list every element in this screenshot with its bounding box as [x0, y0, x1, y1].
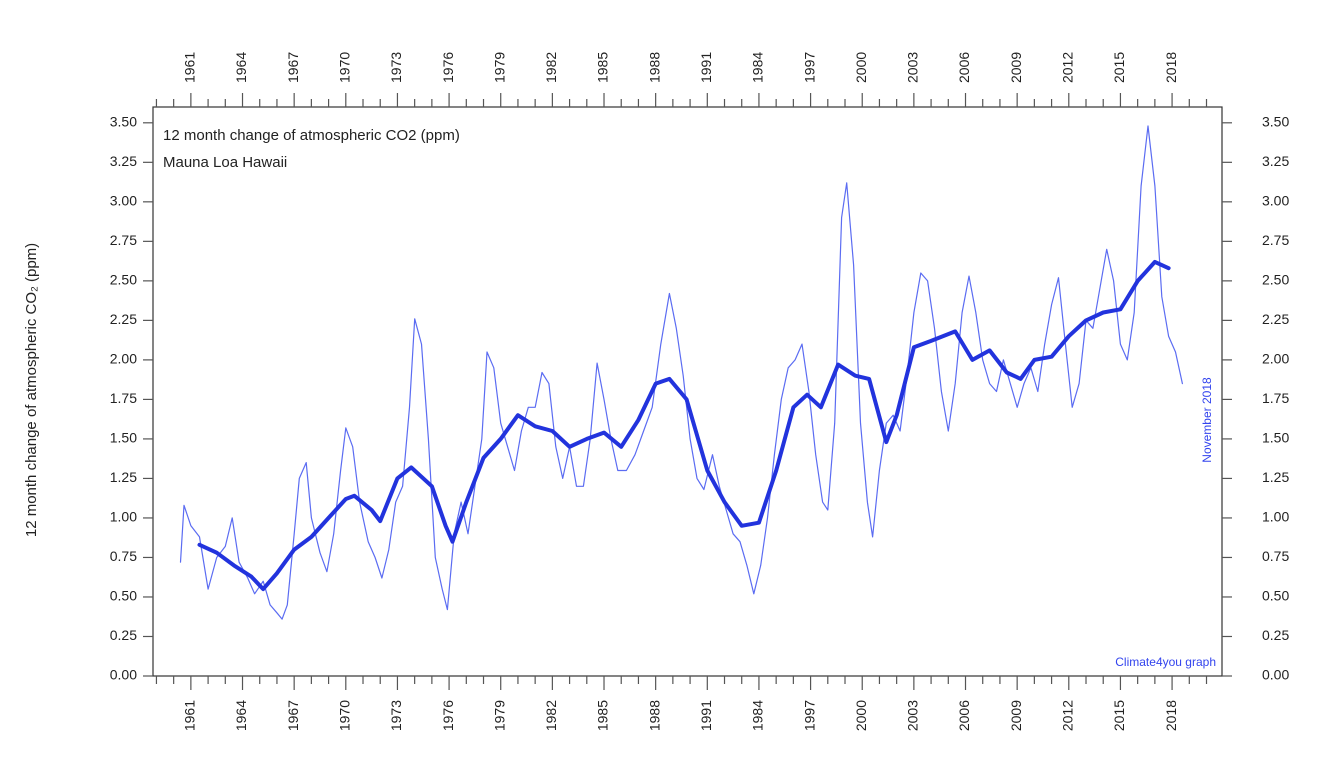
source-annotation: Climate4you graph — [1115, 655, 1216, 669]
y2-tick-label: 2.25 — [1262, 311, 1289, 327]
y-tick-label: 1.25 — [110, 469, 137, 485]
x2-tick-label: 1988 — [646, 52, 662, 83]
x2-tick-label: 2015 — [1111, 52, 1127, 83]
y2-tick-label: 0.25 — [1262, 627, 1289, 643]
x-tick-label: 1976 — [440, 700, 456, 731]
x2-tick-label: 1970 — [337, 52, 353, 83]
x2-tick-label: 1979 — [491, 52, 507, 83]
x2-tick-label: 1982 — [543, 52, 559, 83]
y-tick-label: 1.50 — [110, 430, 137, 446]
x-tick-label: 2003 — [905, 700, 921, 731]
chart-subtitle: Mauna Loa Hawaii — [163, 154, 287, 171]
x2-tick-label: 1984 — [750, 52, 766, 83]
x-tick-label: 1988 — [646, 700, 662, 731]
x2-tick-label: 1976 — [440, 52, 456, 83]
x-tick-label: 2000 — [853, 700, 869, 731]
x-tick-label: 1991 — [698, 700, 714, 731]
date-annotation: November 2018 — [1200, 377, 1214, 463]
plot-frame — [152, 106, 1223, 677]
y-tick-label: 0.25 — [110, 627, 137, 643]
x2-tick-label: 1991 — [698, 52, 714, 83]
x2-tick-label: 1967 — [285, 52, 301, 83]
y-tick-label: 3.25 — [110, 153, 137, 169]
x2-tick-label: 2018 — [1163, 52, 1179, 83]
x2-tick-label: 2009 — [1008, 52, 1024, 83]
x-tick-label: 1982 — [543, 700, 559, 731]
y-axis-title: 12 month change of atmospheric CO₂ (ppm) — [23, 243, 40, 537]
y2-tick-label: 2.50 — [1262, 272, 1289, 288]
y2-tick-label: 1.50 — [1262, 430, 1289, 446]
x-tick-label: 1961 — [182, 700, 198, 731]
x-tick-label: 2009 — [1008, 700, 1024, 731]
x-tick-label: 1984 — [750, 700, 766, 731]
x-tick-label: 2015 — [1111, 700, 1127, 731]
y-tick-label: 0.50 — [110, 588, 137, 604]
x-tick-label: 2006 — [956, 700, 972, 731]
y-tick-label: 1.00 — [110, 509, 137, 525]
x-tick-label: 1967 — [285, 700, 301, 731]
x2-tick-label: 1997 — [801, 52, 817, 83]
x-tick-label: 1964 — [233, 700, 249, 731]
x2-tick-label: 1961 — [182, 52, 198, 83]
y-tick-label: 0.75 — [110, 548, 137, 564]
y2-tick-label: 1.00 — [1262, 509, 1289, 525]
x2-tick-label: 1973 — [388, 52, 404, 83]
y2-tick-label: 3.50 — [1262, 114, 1289, 130]
y2-tick-label: 3.25 — [1262, 153, 1289, 169]
y-tick-label: 2.50 — [110, 272, 137, 288]
y-tick-label: 1.75 — [110, 390, 137, 406]
y2-tick-label: 0.50 — [1262, 588, 1289, 604]
x2-tick-label: 2000 — [853, 52, 869, 83]
y-tick-label: 3.00 — [110, 193, 137, 209]
y2-tick-label: 0.00 — [1262, 667, 1289, 683]
y2-tick-label: 0.75 — [1262, 548, 1289, 564]
x2-tick-label: 2003 — [905, 52, 921, 83]
y2-tick-label: 2.75 — [1262, 232, 1289, 248]
y-tick-label: 2.75 — [110, 232, 137, 248]
x2-tick-label: 1964 — [233, 52, 249, 83]
y2-tick-label: 3.00 — [1262, 193, 1289, 209]
x2-tick-label: 2006 — [956, 52, 972, 83]
data-line — [179, 125, 1184, 620]
x-tick-label: 1970 — [337, 700, 353, 731]
x-tick-label: 2018 — [1163, 700, 1179, 731]
x2-tick-label: 2012 — [1059, 52, 1075, 83]
x-tick-label: 1997 — [801, 700, 817, 731]
y-tick-label: 0.00 — [110, 667, 137, 683]
y2-tick-label: 1.75 — [1262, 390, 1289, 406]
x-tick-label: 1979 — [491, 700, 507, 731]
y-tick-label: 3.50 — [110, 114, 137, 130]
x2-tick-label: 1985 — [595, 52, 611, 83]
y-tick-label: 2.25 — [110, 311, 137, 327]
x-tick-label: 2012 — [1059, 700, 1075, 731]
chart-title: 12 month change of atmospheric CO2 (ppm) — [163, 127, 460, 144]
y-tick-label: 2.00 — [110, 351, 137, 367]
y2-tick-label: 1.25 — [1262, 469, 1289, 485]
x-tick-label: 1985 — [595, 700, 611, 731]
data-line — [197, 259, 1171, 592]
x-tick-label: 1973 — [388, 700, 404, 731]
y2-tick-label: 2.00 — [1262, 351, 1289, 367]
